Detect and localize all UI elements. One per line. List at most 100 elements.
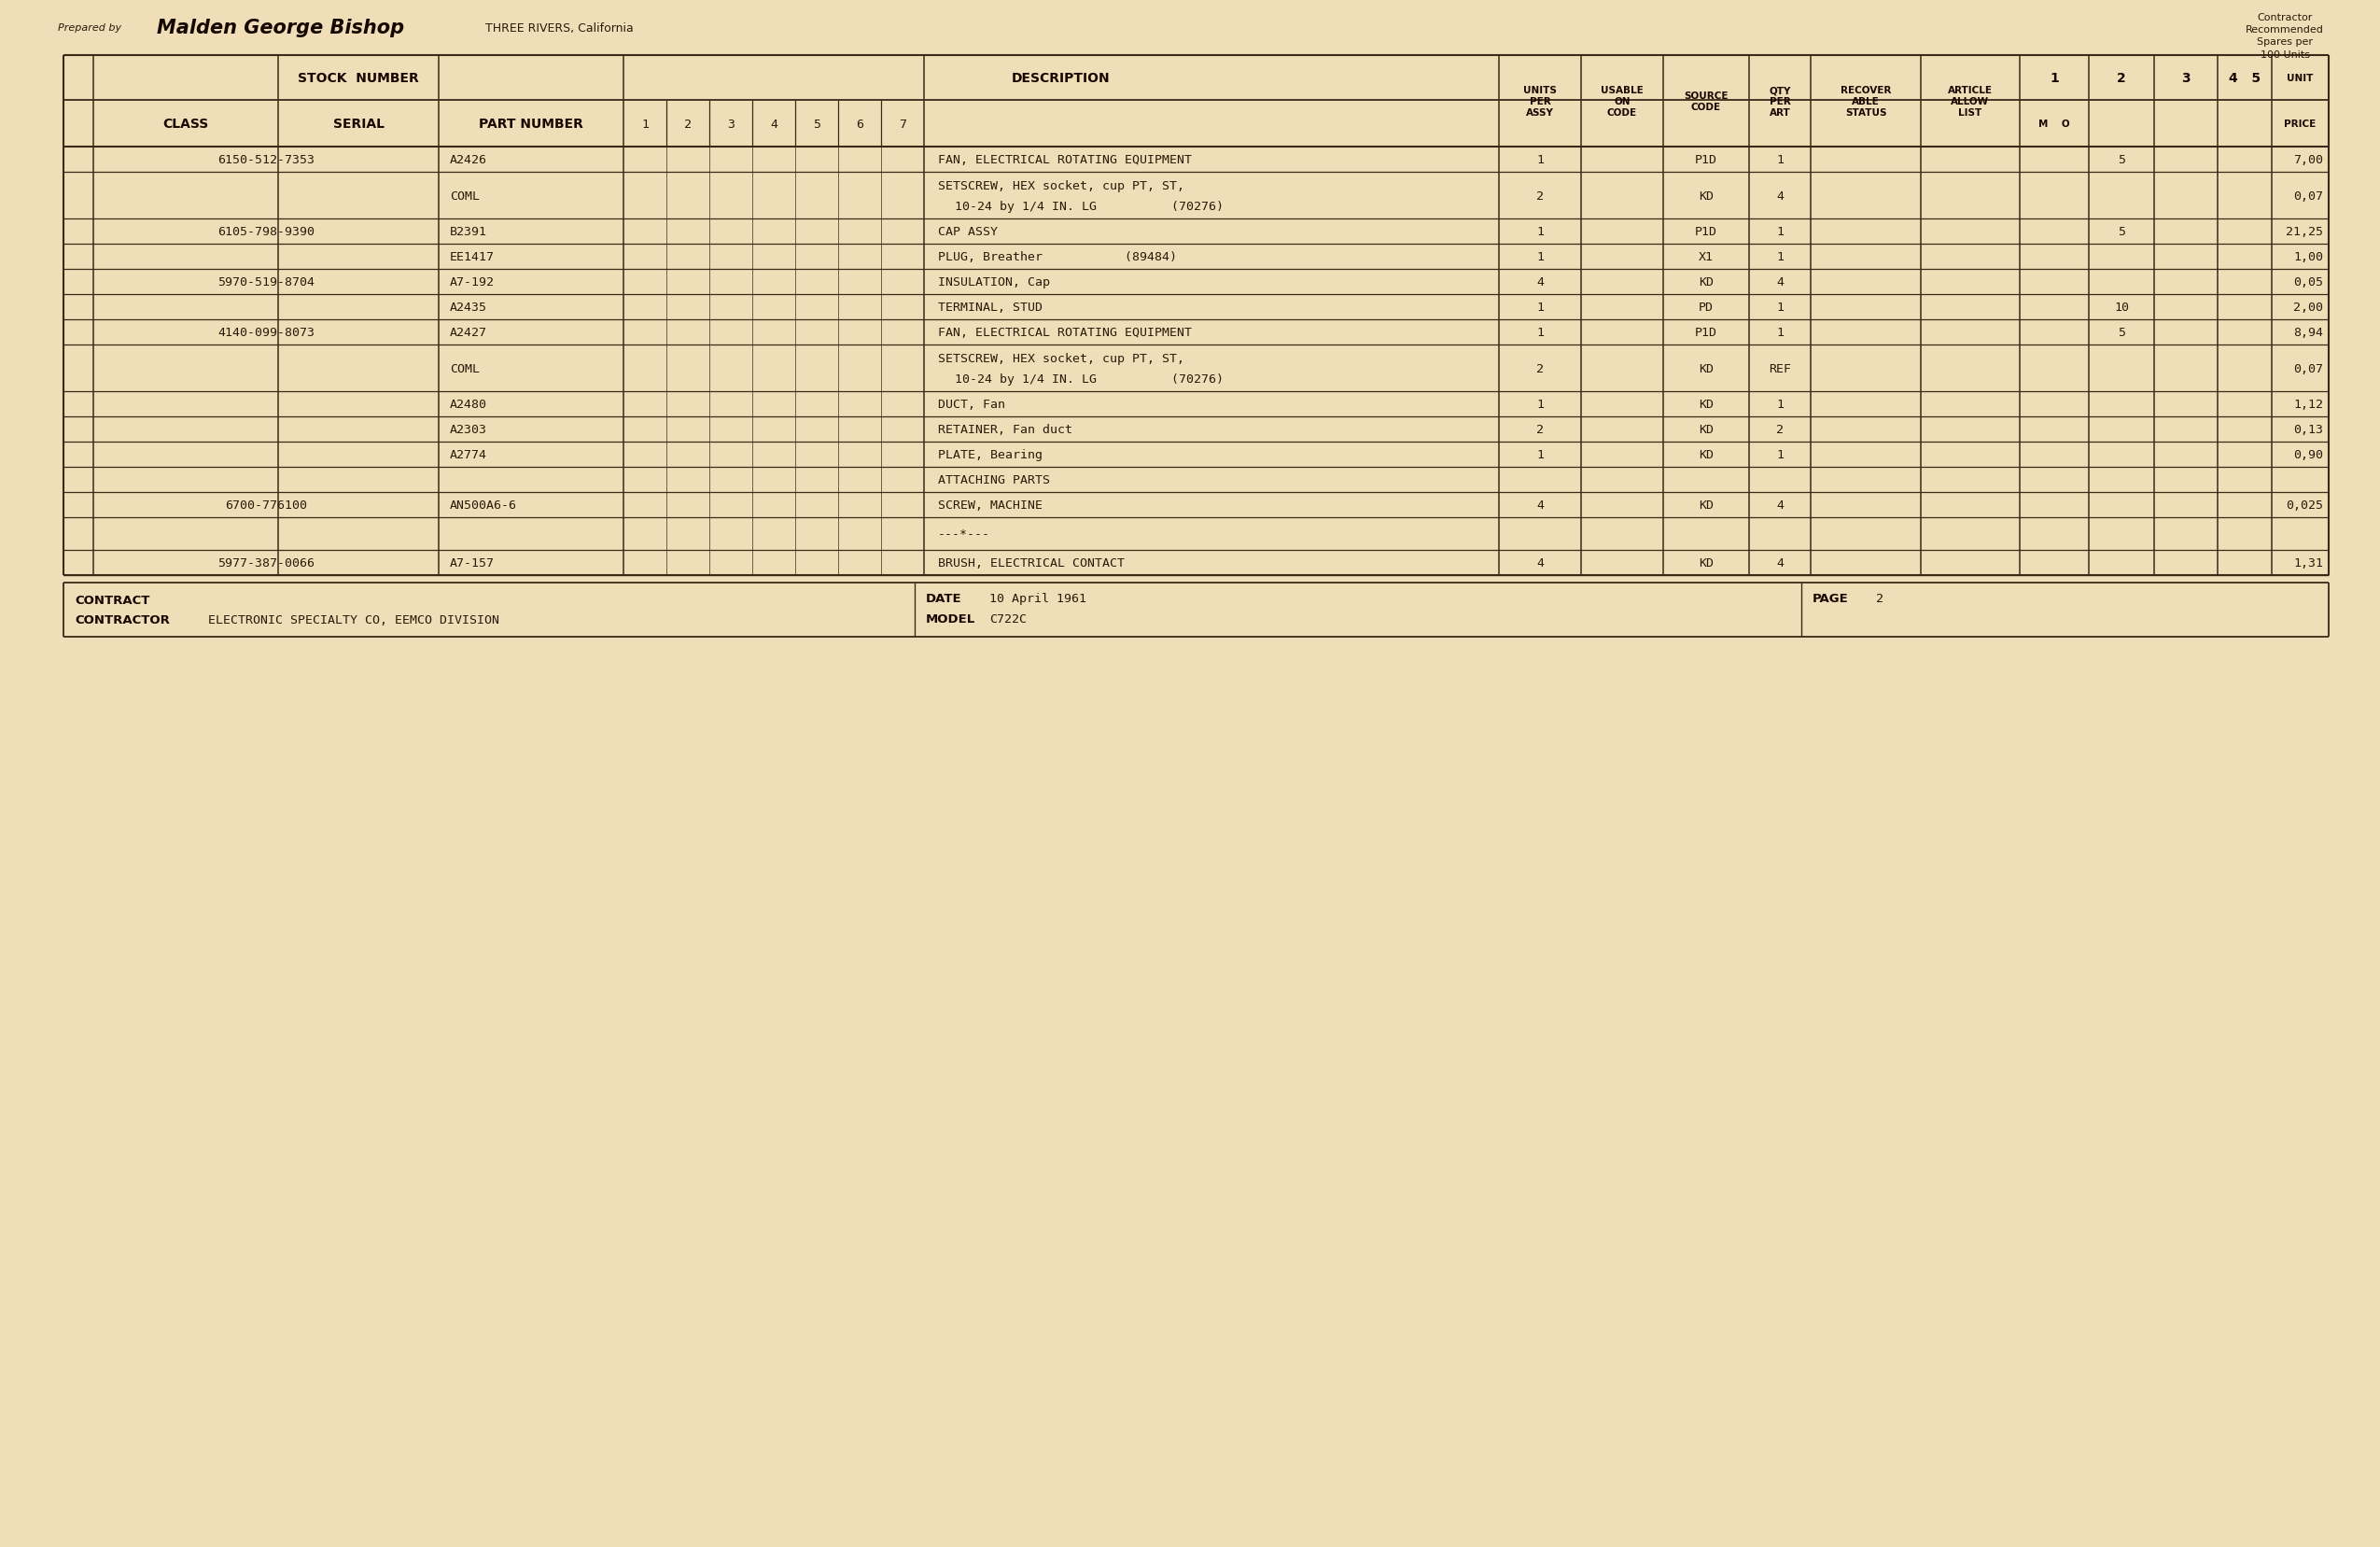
Text: 6: 6	[857, 118, 864, 130]
Text: 1: 1	[1775, 226, 1783, 238]
Text: A7-157: A7-157	[450, 557, 495, 569]
Text: 1: 1	[1775, 155, 1783, 166]
Text: TERMINAL, STUD: TERMINAL, STUD	[938, 302, 1042, 314]
Text: 5977-387-0066: 5977-387-0066	[217, 557, 314, 569]
Text: PAGE: PAGE	[1814, 593, 1849, 605]
Text: X1: X1	[1699, 251, 1714, 263]
Text: 2: 2	[1535, 362, 1545, 374]
Text: 4: 4	[1535, 557, 1545, 569]
Text: UNIT: UNIT	[2287, 74, 2313, 84]
Text: USABLE
ON
CODE: USABLE ON CODE	[1602, 87, 1645, 118]
Text: 4: 4	[1535, 500, 1545, 512]
Text: SOURCE
CODE: SOURCE CODE	[1685, 91, 1728, 111]
Text: 1: 1	[1535, 155, 1545, 166]
Text: A2774: A2774	[450, 449, 488, 461]
Text: CONTRACT: CONTRACT	[74, 594, 150, 606]
Text: UNITS
PER
ASSY: UNITS PER ASSY	[1523, 87, 1557, 118]
Text: 7,00: 7,00	[2294, 155, 2323, 166]
Text: 1,31: 1,31	[2294, 557, 2323, 569]
Text: 1: 1	[1775, 399, 1783, 410]
Text: 4   5: 4 5	[2228, 71, 2261, 85]
Text: 1: 1	[1535, 449, 1545, 461]
Text: P1D: P1D	[1695, 155, 1718, 166]
Text: ATTACHING PARTS: ATTACHING PARTS	[938, 473, 1050, 486]
Text: 0,07: 0,07	[2294, 190, 2323, 203]
Text: M    O: M O	[2040, 119, 2071, 128]
Text: 2: 2	[1535, 190, 1545, 203]
Text: 0,07: 0,07	[2294, 362, 2323, 374]
Text: KD: KD	[1699, 449, 1714, 461]
Text: 1: 1	[1535, 399, 1545, 410]
Text: 2: 2	[683, 118, 693, 130]
Text: 4: 4	[1775, 277, 1783, 288]
Text: AN500A6-6: AN500A6-6	[450, 500, 516, 512]
Text: PRICE: PRICE	[2285, 119, 2316, 128]
Text: RETAINER, Fan duct: RETAINER, Fan duct	[938, 424, 1073, 436]
Text: 1: 1	[640, 118, 650, 130]
Text: INSULATION, Cap: INSULATION, Cap	[938, 277, 1050, 288]
Text: 4: 4	[1775, 557, 1783, 569]
Text: ---*---: ---*---	[938, 528, 990, 540]
Text: 1: 1	[1535, 326, 1545, 339]
Text: A2435: A2435	[450, 302, 488, 314]
Text: Prepared by: Prepared by	[57, 23, 121, 32]
Text: 0,13: 0,13	[2294, 424, 2323, 436]
Text: COML: COML	[450, 362, 481, 374]
Text: 21,25: 21,25	[2285, 226, 2323, 238]
Text: 2,00: 2,00	[2294, 302, 2323, 314]
Text: 4: 4	[1775, 500, 1783, 512]
Text: 4: 4	[1775, 190, 1783, 203]
Text: 2: 2	[1535, 424, 1545, 436]
Text: BRUSH, ELECTRICAL CONTACT: BRUSH, ELECTRICAL CONTACT	[938, 557, 1126, 569]
Text: 8,94: 8,94	[2294, 326, 2323, 339]
Text: SETSCREW, HEX socket, cup PT, ST,: SETSCREW, HEX socket, cup PT, ST,	[938, 353, 1185, 365]
Text: KD: KD	[1699, 277, 1714, 288]
Text: 1,00: 1,00	[2294, 251, 2323, 263]
Text: 6105-798-9390: 6105-798-9390	[217, 226, 314, 238]
Text: CLASS: CLASS	[162, 118, 209, 130]
Text: 1: 1	[1535, 251, 1545, 263]
Text: KD: KD	[1699, 424, 1714, 436]
Text: A7-192: A7-192	[450, 277, 495, 288]
Text: SETSCREW, HEX socket, cup PT, ST,: SETSCREW, HEX socket, cup PT, ST,	[938, 179, 1185, 192]
Text: QTY
PER
ART: QTY PER ART	[1768, 87, 1790, 118]
Text: MODEL: MODEL	[926, 613, 976, 625]
Text: A2426: A2426	[450, 155, 488, 166]
Text: 1: 1	[1775, 449, 1783, 461]
Text: 1,12: 1,12	[2294, 399, 2323, 410]
Text: 0,90: 0,90	[2294, 449, 2323, 461]
Text: C722C: C722C	[990, 613, 1026, 625]
Text: P1D: P1D	[1695, 326, 1718, 339]
Text: ELECTRONIC SPECIALTY CO, EEMCO DIVISION: ELECTRONIC SPECIALTY CO, EEMCO DIVISION	[207, 614, 500, 627]
Text: 1: 1	[1535, 226, 1545, 238]
Text: 1: 1	[2049, 71, 2059, 85]
Text: ARTICLE
ALLOW
LIST: ARTICLE ALLOW LIST	[1947, 87, 1992, 118]
Text: 3: 3	[2182, 71, 2190, 85]
Text: B2391: B2391	[450, 226, 488, 238]
Text: KD: KD	[1699, 362, 1714, 374]
Text: 4: 4	[1535, 277, 1545, 288]
Text: 5: 5	[814, 118, 821, 130]
Text: KD: KD	[1699, 190, 1714, 203]
Text: PLATE, Bearing: PLATE, Bearing	[938, 449, 1042, 461]
Text: 1: 1	[1775, 326, 1783, 339]
Text: P1D: P1D	[1695, 226, 1718, 238]
Text: 2: 2	[1775, 424, 1783, 436]
Text: KD: KD	[1699, 500, 1714, 512]
Text: 1: 1	[1775, 302, 1783, 314]
Text: 5: 5	[2118, 226, 2125, 238]
Text: 6700-776100: 6700-776100	[226, 500, 307, 512]
Text: 10: 10	[2113, 302, 2130, 314]
Text: 1: 1	[1535, 302, 1545, 314]
Text: PD: PD	[1699, 302, 1714, 314]
Text: 7: 7	[900, 118, 907, 130]
Text: SERIAL: SERIAL	[333, 118, 383, 130]
Text: FAN, ELECTRICAL ROTATING EQUIPMENT: FAN, ELECTRICAL ROTATING EQUIPMENT	[938, 326, 1192, 339]
Text: Contractor
Recommended
Spares per
100 Units: Contractor Recommended Spares per 100 Un…	[2247, 12, 2323, 59]
Text: PART NUMBER: PART NUMBER	[478, 118, 583, 130]
Text: FAN, ELECTRICAL ROTATING EQUIPMENT: FAN, ELECTRICAL ROTATING EQUIPMENT	[938, 155, 1192, 166]
Text: 10-24 by 1/4 IN. LG          (70276): 10-24 by 1/4 IN. LG (70276)	[954, 373, 1223, 385]
Text: KD: KD	[1699, 557, 1714, 569]
Text: 1: 1	[1775, 251, 1783, 263]
Text: A2303: A2303	[450, 424, 488, 436]
